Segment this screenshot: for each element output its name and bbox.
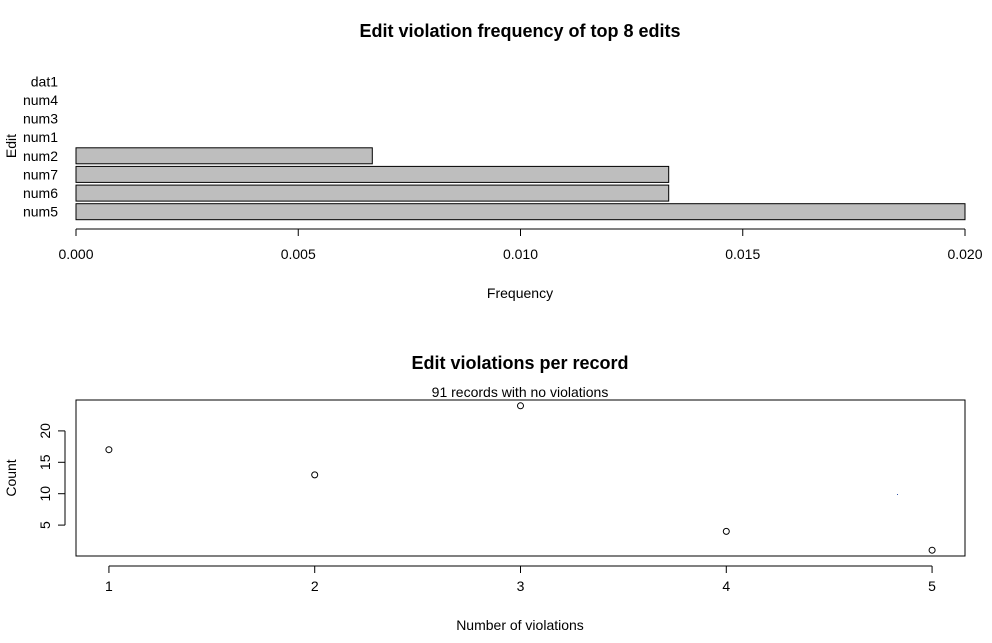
scatter-y-tick-label: 15 [37, 454, 53, 470]
scatter-x-tick-label: 1 [105, 578, 113, 594]
scatter-points [106, 403, 935, 553]
bar-num2 [76, 148, 372, 164]
bar-category-label: dat1 [31, 73, 58, 89]
bar-x-axis: 0.000 0.005 0.010 0.015 0.020 [58, 229, 982, 262]
bar-num5 [76, 204, 965, 220]
scatter-point [723, 528, 729, 534]
scatter-point [518, 403, 524, 409]
scatter-x-axis: 1 2 3 4 5 [105, 566, 936, 594]
scatter-chart-subtitle: 91 records with no violations [432, 384, 609, 400]
scatter-y-tick-label: 5 [37, 521, 53, 529]
scatter-point [312, 472, 318, 478]
bar-y-axis-label: Edit [3, 134, 19, 158]
scatter-plot-frame [76, 400, 965, 556]
bar-x-tick-label: 0.015 [725, 246, 760, 262]
bar-num7 [76, 166, 669, 182]
scatter-y-axis: 5 10 15 20 [37, 423, 65, 529]
scatter-x-tick-label: 4 [722, 578, 730, 594]
bar-category-label: num6 [23, 185, 58, 201]
bar-group [76, 148, 965, 220]
bar-x-tick-label: 0.020 [947, 246, 982, 262]
scatter-point [106, 447, 112, 453]
scatter-x-axis-label: Number of violations [456, 617, 584, 633]
bar-x-axis-label: Frequency [487, 285, 553, 301]
bar-chart: Edit violation frequency of top 8 edits … [3, 21, 983, 301]
stray-dot [897, 494, 898, 495]
scatter-y-axis-label: Count [3, 459, 19, 496]
scatter-point [929, 547, 935, 553]
bar-category-label: num7 [23, 166, 58, 182]
scatter-y-tick-label: 20 [37, 423, 53, 439]
bar-x-tick-label: 0.000 [58, 246, 93, 262]
bar-chart-title: Edit violation frequency of top 8 edits [359, 21, 680, 41]
scatter-chart-title: Edit violations per record [411, 353, 628, 373]
bar-num6 [76, 185, 669, 201]
bar-category-label: num3 [23, 111, 58, 127]
bar-x-tick-label: 0.005 [281, 246, 316, 262]
bar-category-labels: num5 num6 num7 num2 num1 num3 num4 dat1 [23, 73, 58, 219]
bar-x-tick-label: 0.010 [503, 246, 538, 262]
scatter-chart: Edit violations per record 91 records wi… [3, 353, 965, 633]
bar-category-label: num2 [23, 148, 58, 164]
bar-category-label: num5 [23, 204, 58, 220]
scatter-x-tick-label: 2 [311, 578, 319, 594]
scatter-y-tick-label: 10 [37, 486, 53, 502]
bar-category-label: num1 [23, 129, 58, 145]
scatter-x-tick-label: 5 [928, 578, 936, 594]
bar-category-label: num4 [23, 92, 58, 108]
scatter-x-tick-label: 3 [517, 578, 525, 594]
